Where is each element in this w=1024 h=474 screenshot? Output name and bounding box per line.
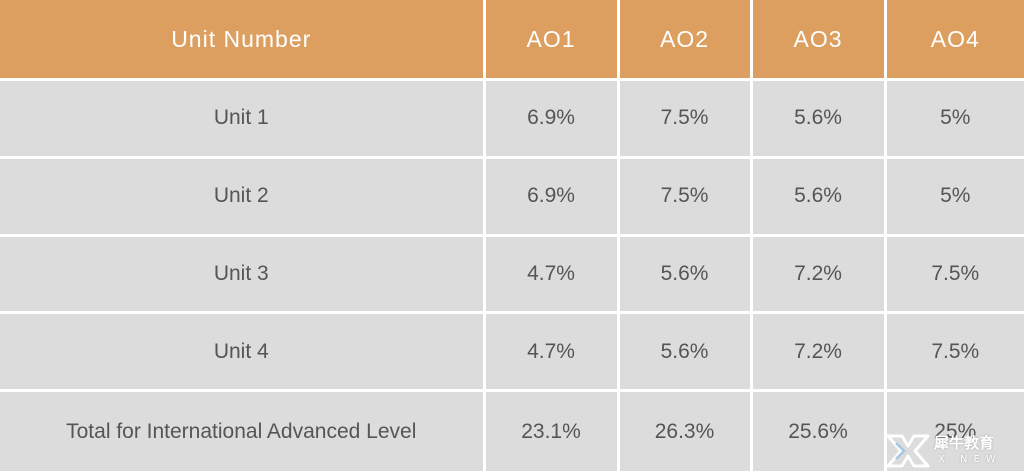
table-row: Unit 1 6.9% 7.5% 5.6% 5% bbox=[0, 79, 1024, 159]
cell-ao2: 26.3% bbox=[616, 390, 753, 474]
cell-ao4: 5% bbox=[883, 79, 1024, 159]
cell-ao3: 5.6% bbox=[749, 157, 887, 237]
cell-ao4: 25% bbox=[883, 390, 1024, 474]
cell-ao3: 7.2% bbox=[749, 312, 887, 393]
cell-ao3: 5.6% bbox=[749, 79, 887, 159]
cell-ao2: 7.5% bbox=[616, 157, 753, 237]
table-row: Unit 4 4.7% 5.6% 7.2% 7.5% bbox=[0, 312, 1024, 393]
table-row: Unit 3 4.7% 5.6% 7.2% 7.5% bbox=[0, 235, 1024, 315]
row-label: Unit 3 bbox=[0, 235, 486, 315]
cell-ao4: 7.5% bbox=[883, 312, 1024, 393]
cell-ao2: 7.5% bbox=[616, 79, 753, 159]
header-ao2: AO2 bbox=[616, 0, 753, 81]
cell-ao1: 23.1% bbox=[482, 390, 620, 474]
cell-ao1: 6.9% bbox=[482, 79, 620, 159]
cell-ao4: 5% bbox=[883, 157, 1024, 237]
cell-ao3: 7.2% bbox=[749, 235, 887, 315]
header-row: Unit Number AO1 AO2 AO3 AO4 bbox=[0, 0, 1024, 81]
cell-ao3: 25.6% bbox=[749, 390, 887, 474]
row-label: Total for International Advanced Level bbox=[0, 390, 486, 474]
header-ao3: AO3 bbox=[749, 0, 887, 81]
row-label: Unit 4 bbox=[0, 312, 486, 393]
table-row-total: Total for International Advanced Level 2… bbox=[0, 390, 1024, 474]
cell-ao1: 4.7% bbox=[482, 235, 620, 315]
row-label: Unit 1 bbox=[0, 79, 486, 159]
table-row: Unit 2 6.9% 7.5% 5.6% 5% bbox=[0, 157, 1024, 237]
cell-ao4: 7.5% bbox=[883, 235, 1024, 315]
cell-ao2: 5.6% bbox=[616, 235, 753, 315]
cell-ao2: 5.6% bbox=[616, 312, 753, 393]
cell-ao1: 4.7% bbox=[482, 312, 620, 393]
header-ao4: AO4 bbox=[883, 0, 1024, 81]
row-label: Unit 2 bbox=[0, 157, 486, 237]
cell-ao1: 6.9% bbox=[482, 157, 620, 237]
header-unit-number: Unit Number bbox=[0, 0, 486, 81]
header-ao1: AO1 bbox=[482, 0, 620, 81]
